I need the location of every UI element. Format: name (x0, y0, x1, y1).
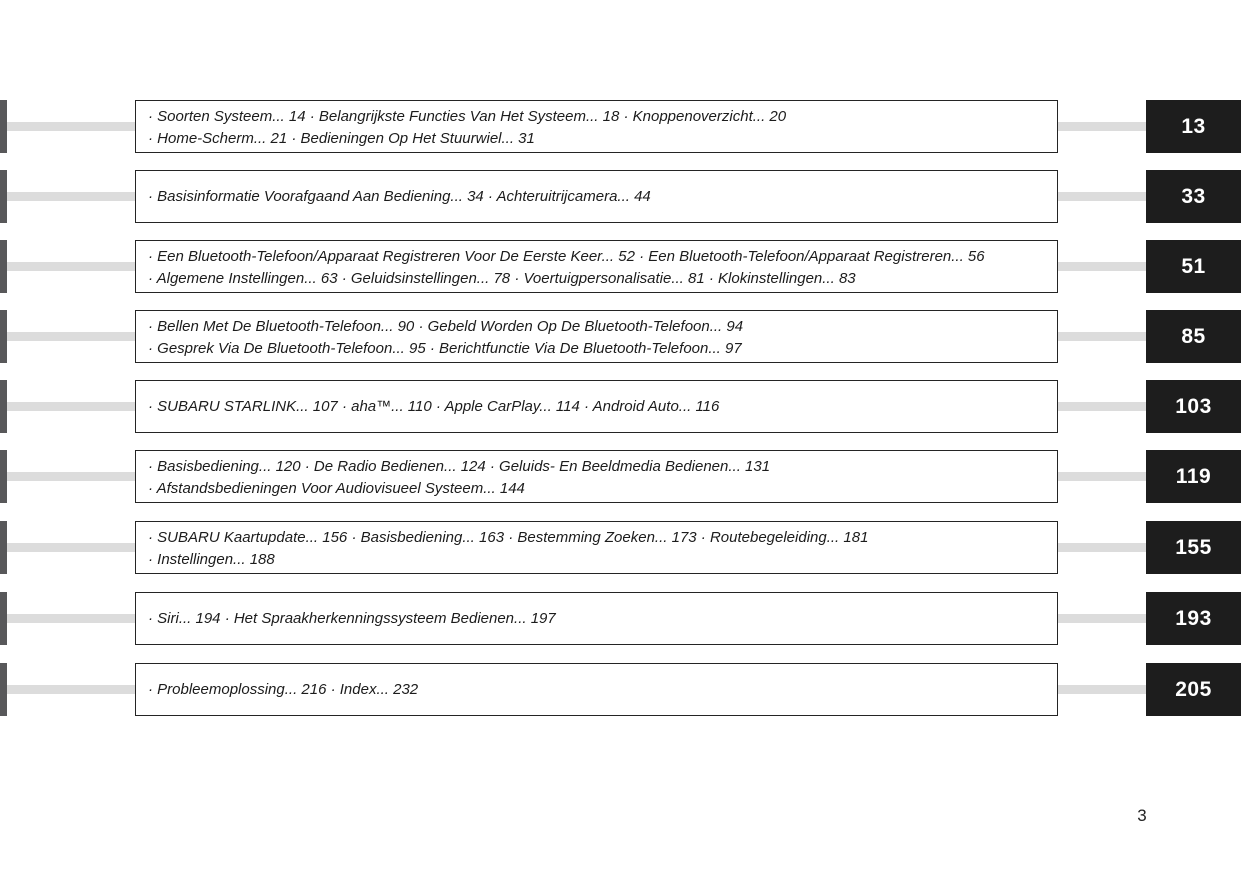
chapter-tab-marker (0, 521, 7, 574)
toc-entry-line: · SUBARU Kaartupdate... 156 · Basisbedie… (148, 529, 869, 546)
footer-page-number: 3 (1137, 806, 1147, 825)
toc-entry-box: · SUBARU Kaartupdate... 156 · Basisbedie… (135, 521, 1058, 574)
toc-entry-box: · Probleemoplossing... 216 · Index... 23… (135, 663, 1058, 716)
toc-entry-line: · SUBARU STARLINK... 107 · aha™... 110 ·… (148, 397, 720, 415)
toc-entry-line: · Bellen Met De Bluetooth-Telefoon... 90… (148, 318, 744, 335)
right-connector-line (1058, 122, 1146, 131)
chapter-tab-marker (0, 310, 7, 363)
chapter-page-badge: 85 (1146, 310, 1241, 363)
toc-entry-box: · Bellen Met De Bluetooth-Telefoon... 90… (135, 310, 1058, 363)
chapter-page-badge: 155 (1146, 521, 1241, 574)
right-connector-line (1058, 472, 1146, 481)
chapter-page-badge: 33 (1146, 170, 1241, 223)
toc-row: · SUBARU Kaartupdate... 156 · Basisbedie… (0, 521, 1241, 574)
toc-entry-line: · Probleemoplossing... 216 · Index... 23… (148, 680, 419, 698)
left-connector-line (0, 472, 135, 481)
chapter-page-number: 13 (1181, 114, 1206, 138)
toc-entry-line: · Gesprek Via De Bluetooth-Telefoon... 9… (148, 340, 742, 357)
chapter-page-badge: 205 (1146, 663, 1241, 716)
chapter-page-badge: 103 (1146, 380, 1241, 433)
toc-row: · Bellen Met De Bluetooth-Telefoon... 90… (0, 310, 1241, 363)
left-connector-line (0, 122, 135, 131)
toc-row: · Probleemoplossing... 216 · Index... 23… (0, 663, 1241, 716)
toc-entry-line: · Home-Scherm... 21 · Bedieningen Op Het… (148, 130, 535, 147)
chapter-tab-marker (0, 450, 7, 503)
left-connector-line (0, 614, 135, 623)
right-connector-line (1058, 614, 1146, 623)
chapter-tab-marker (0, 170, 7, 223)
toc-row: · Basisinformatie Voorafgaand Aan Bedien… (0, 170, 1241, 223)
toc-row: · SUBARU STARLINK... 107 · aha™... 110 ·… (0, 380, 1241, 433)
toc-entry-line: · Algemene Instellingen... 63 · Geluidsi… (148, 270, 856, 287)
chapter-tab-marker (0, 100, 7, 153)
chapter-page-badge: 119 (1146, 450, 1241, 503)
toc-entry-line: · Een Bluetooth-Telefoon/Apparaat Regist… (148, 248, 985, 265)
toc-entry-line: · Soorten Systeem... 14 · Belangrijkste … (148, 108, 787, 125)
left-connector-line (0, 332, 135, 341)
chapter-tab-marker (0, 592, 7, 645)
chapter-page-number: 51 (1181, 254, 1206, 278)
chapter-page-number: 85 (1181, 324, 1206, 348)
chapter-page-number: 103 (1175, 394, 1212, 418)
toc-entry-box: · SUBARU STARLINK... 107 · aha™... 110 ·… (135, 380, 1058, 433)
chapter-page-badge: 193 (1146, 592, 1241, 645)
right-connector-line (1058, 402, 1146, 411)
chapter-page-number: 193 (1175, 606, 1212, 630)
toc-row: · Een Bluetooth-Telefoon/Apparaat Regist… (0, 240, 1241, 293)
left-connector-line (0, 543, 135, 552)
right-connector-line (1058, 685, 1146, 694)
chapter-page-badge: 51 (1146, 240, 1241, 293)
left-connector-line (0, 402, 135, 411)
chapter-page-number: 155 (1175, 535, 1212, 559)
right-connector-line (1058, 192, 1146, 201)
chapter-tab-marker (0, 380, 7, 433)
left-connector-line (0, 685, 135, 694)
toc-entry-box: · Soorten Systeem... 14 · Belangrijkste … (135, 100, 1058, 153)
chapter-page-badge: 13 (1146, 100, 1241, 153)
toc-row: · Siri... 194 · Het Spraakherkenningssys… (0, 592, 1241, 645)
toc-entry-line: · Siri... 194 · Het Spraakherkenningssys… (148, 609, 556, 627)
toc-row: · Soorten Systeem... 14 · Belangrijkste … (0, 100, 1241, 153)
toc-entry-box: · Een Bluetooth-Telefoon/Apparaat Regist… (135, 240, 1058, 293)
chapter-tab-marker (0, 240, 7, 293)
toc-row: · Basisbediening... 120 · De Radio Bedie… (0, 450, 1241, 503)
toc-entry-box: · Basisinformatie Voorafgaand Aan Bedien… (135, 170, 1058, 223)
chapter-page-number: 119 (1175, 464, 1212, 488)
toc-entry-line: · Basisinformatie Voorafgaand Aan Bedien… (148, 187, 651, 205)
left-connector-line (0, 192, 135, 201)
right-connector-line (1058, 543, 1146, 552)
toc-entry-line: · Instellingen... 188 (148, 551, 275, 568)
right-connector-line (1058, 332, 1146, 341)
toc-entry-line: · Basisbediening... 120 · De Radio Bedie… (148, 458, 771, 475)
toc-entry-line: · Afstandsbedieningen Voor Audiovisueel … (148, 480, 525, 497)
right-connector-line (1058, 262, 1146, 271)
chapter-page-number: 205 (1175, 677, 1212, 701)
chapter-tab-marker (0, 663, 7, 716)
chapter-page-number: 33 (1181, 184, 1206, 208)
left-connector-line (0, 262, 135, 271)
toc-entry-box: · Basisbediening... 120 · De Radio Bedie… (135, 450, 1058, 503)
toc-entry-box: · Siri... 194 · Het Spraakherkenningssys… (135, 592, 1058, 645)
